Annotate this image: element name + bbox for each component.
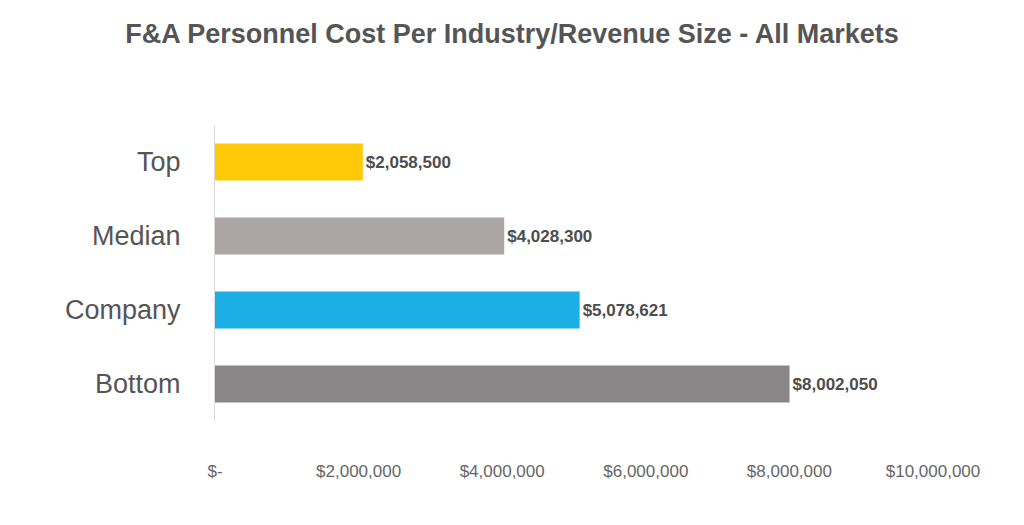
svg-text:Top: Top — [137, 147, 181, 177]
svg-text:$8,002,050: $8,002,050 — [793, 375, 878, 394]
svg-text:$4,000,000: $4,000,000 — [460, 462, 545, 481]
svg-text:$5,078,621: $5,078,621 — [583, 301, 668, 320]
svg-text:$2,000,000: $2,000,000 — [316, 462, 401, 481]
svg-text:F&A Personnel Cost Per Industr: F&A Personnel Cost Per Industry/Revenue … — [125, 19, 899, 49]
svg-text:Bottom: Bottom — [95, 369, 181, 399]
svg-text:$6,000,000: $6,000,000 — [603, 462, 688, 481]
svg-text:$2,058,500: $2,058,500 — [366, 153, 451, 172]
svg-text:Median: Median — [92, 221, 181, 251]
svg-text:Company: Company — [65, 295, 181, 325]
svg-text:$8,000,000: $8,000,000 — [747, 462, 832, 481]
svg-text:$-: $- — [207, 462, 222, 481]
svg-text:$4,028,300: $4,028,300 — [507, 227, 592, 246]
svg-text:$10,000,000: $10,000,000 — [886, 462, 981, 481]
